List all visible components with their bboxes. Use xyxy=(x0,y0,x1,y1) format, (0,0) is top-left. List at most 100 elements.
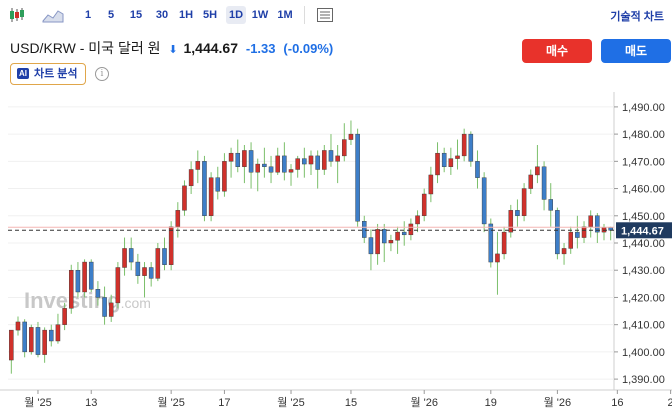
candle-body xyxy=(475,161,480,178)
y-axis: 1,490.00 1,480.00 1,470.00 1,460.00 1,450.00… xyxy=(614,102,665,386)
candle-body xyxy=(68,270,74,309)
candle-body xyxy=(388,240,394,244)
x-tick-label: 19 xyxy=(485,397,497,409)
candles xyxy=(9,120,613,374)
candle-body xyxy=(208,177,214,216)
candle-body xyxy=(548,199,554,211)
candle-body xyxy=(368,237,374,255)
timeframe-5m[interactable]: 5 xyxy=(107,9,115,21)
buy-button[interactable]: 매수 xyxy=(522,39,592,63)
candle-body xyxy=(275,155,280,173)
ai-badge: AI xyxy=(17,68,29,79)
last-price-tag xyxy=(616,222,672,239)
candle-body xyxy=(242,150,247,167)
area-chart-type-icon[interactable] xyxy=(42,6,64,24)
candle-body xyxy=(468,133,474,162)
candle-body xyxy=(535,166,540,176)
x-tick-label: 월 '25 xyxy=(277,396,305,409)
candle-body xyxy=(401,231,407,236)
candle-body xyxy=(75,270,81,293)
candle-body xyxy=(348,133,354,140)
x-tick-label: 월 '25 xyxy=(24,396,52,409)
timeframe-1m[interactable]: 1 xyxy=(84,9,92,21)
candle-body xyxy=(295,158,300,170)
candle-body xyxy=(188,169,194,187)
candle-body xyxy=(102,297,107,317)
candle-body xyxy=(515,210,520,216)
indicators-icon[interactable] xyxy=(316,6,334,24)
candle-body xyxy=(455,155,460,159)
candle-body xyxy=(362,221,367,238)
candle-body xyxy=(448,158,454,167)
candle-body xyxy=(195,161,201,170)
info-icon[interactable]: i xyxy=(95,67,109,81)
candle-body xyxy=(122,248,127,268)
candle-body xyxy=(508,210,514,233)
y-tick-label: 1,490.00 xyxy=(622,102,665,114)
candle-body xyxy=(128,248,134,263)
candle-body xyxy=(435,152,440,176)
timeframe-1d[interactable]: 1D xyxy=(226,6,246,24)
ai-chart-analysis-button[interactable]: AI 차트 분석 xyxy=(10,63,86,85)
candle-body xyxy=(335,155,340,162)
candle-body xyxy=(168,226,174,265)
y-tick-label: 1,480.00 xyxy=(622,129,665,141)
candle-body xyxy=(262,163,267,167)
candlestick-type-icon[interactable] xyxy=(8,6,26,24)
y-tick-label: 1,450.00 xyxy=(622,211,665,223)
timeframe-5h[interactable]: 5H xyxy=(202,9,218,21)
price-change: -1.33 xyxy=(245,41,276,56)
x-tick-label: 15 xyxy=(345,397,357,409)
candle-body xyxy=(355,133,360,222)
timeframe-30m[interactable]: 30 xyxy=(155,9,169,21)
x-tick-label: 월 '26 xyxy=(410,396,438,409)
candle-body xyxy=(155,248,161,279)
candle-body xyxy=(35,327,41,355)
instrument-name: USD/KRW - 미국 달러 원 xyxy=(10,40,161,56)
sell-button[interactable]: 매도 xyxy=(601,39,671,63)
y-tick-label: 1,440.00 xyxy=(622,238,665,250)
timeframe-1mo[interactable]: 1M xyxy=(277,9,293,21)
chart-grid xyxy=(0,92,672,391)
candle-body xyxy=(182,185,187,211)
candle-body xyxy=(342,139,347,157)
ai-chart-analysis-label: 차트 분석 xyxy=(34,68,78,80)
candle-body xyxy=(95,289,101,298)
candle-body xyxy=(495,253,500,263)
last-price-label: 1,444.67 xyxy=(621,225,664,237)
last-price-marker: 1,444.67 xyxy=(8,222,672,239)
timeframe-15m[interactable]: 15 xyxy=(129,9,143,21)
price-chart[interactable]: Investing.com 1,490.001,480.001,470.001,… xyxy=(0,92,672,416)
candle-body xyxy=(202,161,207,216)
y-tick-label: 1,420.00 xyxy=(622,292,665,304)
candle-body xyxy=(581,226,587,238)
candle-body xyxy=(288,169,294,173)
y-tick-label: 1,400.00 xyxy=(622,347,665,359)
timeframe-1w[interactable]: 1W xyxy=(251,9,269,21)
timeframe-1h[interactable]: 1H xyxy=(178,9,194,21)
quote-header: USD/KRW - 미국 달러 원 ⬇ 1,444.67 -1.33 (-0.0… xyxy=(10,38,333,58)
candle-body xyxy=(521,188,527,216)
candle-body xyxy=(501,231,507,255)
candle-body xyxy=(268,166,274,173)
candle-body xyxy=(49,329,54,342)
candle-body xyxy=(135,261,141,276)
technical-chart-link[interactable]: 기술적 차트 xyxy=(610,11,664,23)
candle-body xyxy=(88,261,94,290)
candle-body xyxy=(282,155,287,173)
candle-body xyxy=(375,229,380,255)
price-change-percent: (-0.09%) xyxy=(283,41,334,56)
candle-body xyxy=(575,231,580,238)
candle-body xyxy=(415,215,420,225)
candle-body xyxy=(381,229,387,244)
candle-body xyxy=(175,210,181,227)
candle-body xyxy=(235,152,241,167)
y-tick-label: 1,430.00 xyxy=(622,265,665,277)
y-tick-label: 1,410.00 xyxy=(622,320,665,332)
candle-body xyxy=(15,321,21,331)
candle-body xyxy=(561,248,567,255)
x-tick-label: 월 '25 xyxy=(157,396,185,409)
candle-body xyxy=(22,321,27,353)
candle-body xyxy=(428,174,434,195)
x-tick-label: 2 xyxy=(668,397,672,409)
